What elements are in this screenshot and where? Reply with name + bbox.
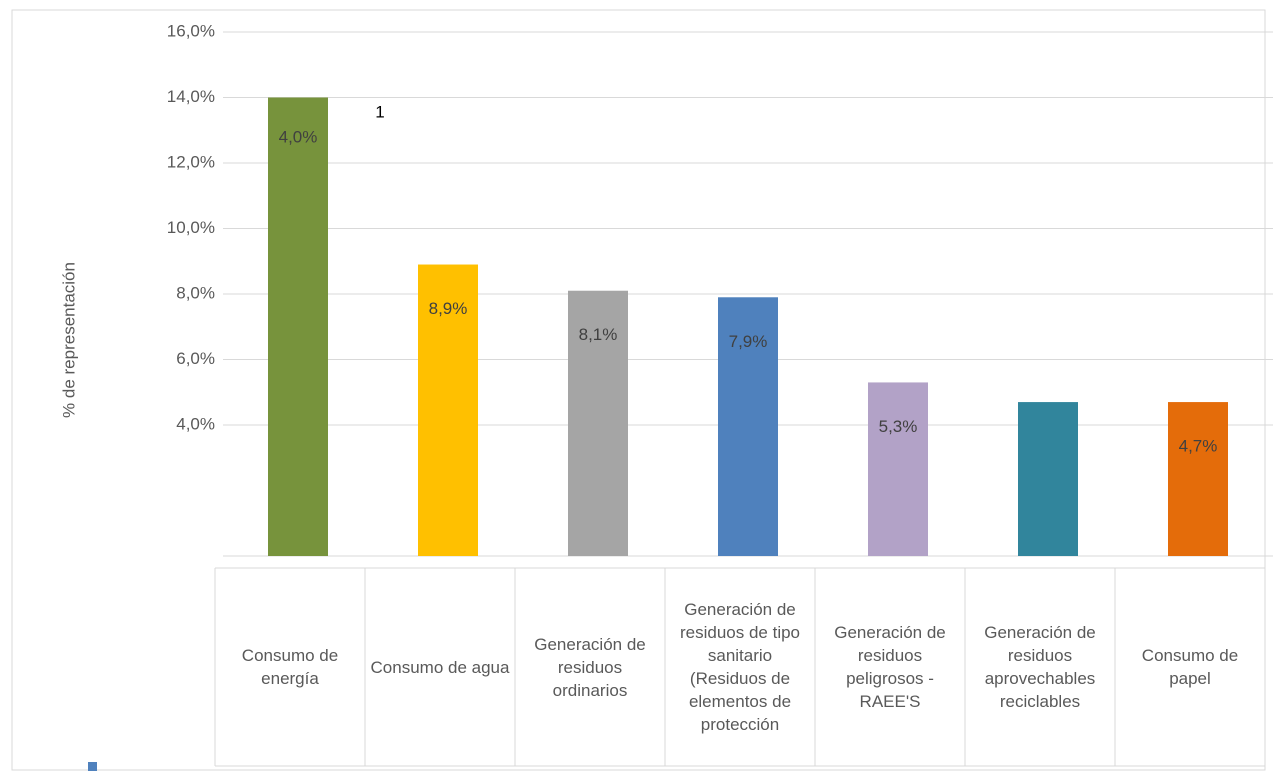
bar (1168, 402, 1228, 556)
y-tick-label: 8,0% (176, 283, 215, 302)
data-label: 5,3% (879, 417, 918, 436)
annotation: 4,0% (279, 127, 318, 146)
legend-marker (88, 762, 97, 771)
bar (568, 290, 628, 556)
bar (1018, 402, 1078, 556)
bar (868, 382, 928, 556)
x-tick-label: Generación de residuos peligrosos - RAEE… (834, 623, 946, 711)
y-axis-title: % de representación (59, 262, 78, 418)
bar (718, 297, 778, 556)
data-label: 7,9% (729, 332, 768, 351)
x-tick-label: Consumo de energía (241, 646, 339, 688)
annotation: 1 (375, 102, 384, 121)
x-tick-label: Generación de residuos ordinarios (534, 634, 646, 700)
y-tick-label: 12,0% (167, 152, 215, 171)
x-tick-label: Generación de residuos aprovechables rec… (984, 623, 1096, 711)
y-tick-label: 16,0% (167, 21, 215, 40)
data-label: 8,9% (429, 299, 468, 318)
y-tick-label: 10,0% (167, 218, 215, 237)
x-tick-label: Consumo de agua (370, 657, 510, 677)
bar (418, 264, 478, 556)
x-tick-label: Generación de residuos de tipo sanitario… (679, 600, 801, 734)
x-tick-label: Consumo de papel (1141, 646, 1239, 688)
chart-border (11, 9, 1266, 771)
y-tick-label: 14,0% (167, 87, 215, 106)
data-label: 4,7% (1179, 437, 1218, 456)
bar (268, 97, 328, 556)
data-label: 8,1% (579, 325, 618, 344)
y-tick-label: 6,0% (176, 349, 215, 368)
y-tick-label: 4,0% (176, 414, 215, 433)
